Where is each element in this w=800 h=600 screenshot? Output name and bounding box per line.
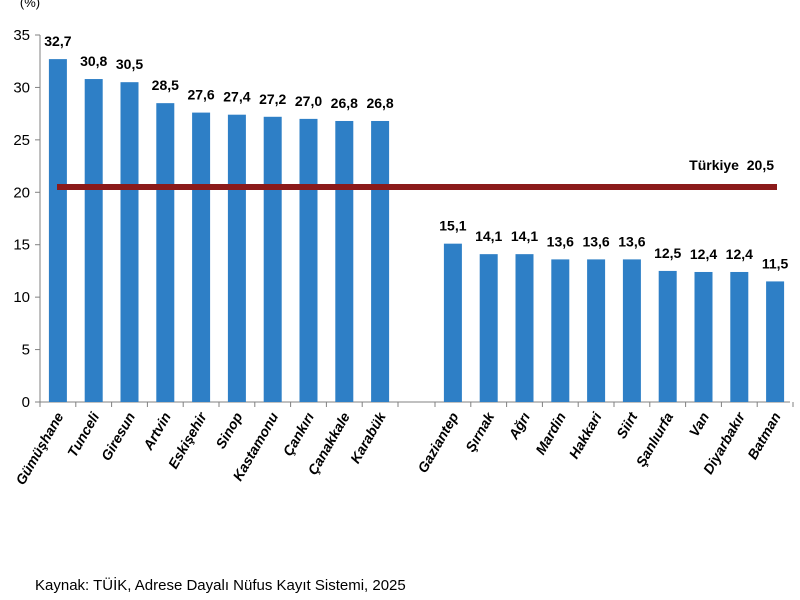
- data-label: 12,5: [654, 245, 681, 261]
- bar: [263, 116, 282, 402]
- bar: [335, 120, 354, 403]
- bar: [156, 103, 175, 403]
- x-tick-label: Ağrı: [505, 409, 533, 442]
- bar: [479, 254, 498, 402]
- reference-line-label: Türkiye 20,5: [689, 157, 774, 173]
- x-tick-label: Hakkari: [566, 409, 606, 462]
- data-labels: 32,7 30,8 30,5 28,5 27,6 27,4 27,2 27,0 26,8 26,8…: [44, 33, 788, 271]
- x-tick-label: Gümüşhane: [12, 409, 66, 487]
- y-tick-label: 10: [13, 289, 30, 306]
- data-label: 32,7: [44, 33, 71, 49]
- bar: [658, 270, 677, 402]
- x-tick-label: Siirt: [613, 408, 641, 441]
- y-axis-ticks: 0 5 10 15 20 25 30 35: [13, 27, 40, 411]
- y-tick-label: 5: [22, 342, 30, 359]
- y-axis-unit-label: (%): [20, 0, 40, 10]
- x-tick-label: Çankırı: [280, 409, 318, 458]
- data-label: 13,6: [547, 233, 574, 249]
- bar: [622, 259, 641, 402]
- bar: [443, 243, 462, 402]
- x-tick-label: Mardin: [532, 410, 569, 458]
- data-label: 15,1: [439, 218, 466, 234]
- data-label: 14,1: [475, 228, 502, 244]
- reference-line-group: Türkiye 20,5: [57, 157, 777, 191]
- x-tick-label: Batman: [744, 410, 784, 462]
- bar: [551, 259, 570, 402]
- data-label: 13,6: [582, 233, 609, 249]
- data-label: 30,8: [80, 53, 107, 69]
- y-tick-label: 0: [22, 394, 30, 411]
- y-tick-label: 20: [13, 184, 30, 201]
- data-label: 27,0: [295, 93, 322, 109]
- x-tick-label: Karabük: [347, 408, 389, 466]
- data-label: 14,1: [511, 228, 538, 244]
- x-tick-label: Giresun: [98, 410, 138, 464]
- bar: [371, 120, 390, 403]
- x-tick-label: Van: [686, 410, 712, 440]
- x-tick-label: Gaziantep: [414, 409, 462, 475]
- data-label: 30,5: [116, 56, 143, 72]
- y-tick-label: 30: [13, 79, 30, 96]
- source-note: Kaynak: TÜİK, Adrese Dayalı Nüfus Kayıt …: [35, 577, 406, 594]
- data-label: 28,5: [152, 77, 179, 93]
- bar: [120, 82, 139, 402]
- y-tick-label: 15: [13, 237, 30, 254]
- y-tick-label: 35: [13, 27, 30, 44]
- data-label: 13,6: [618, 233, 645, 249]
- data-label: 27,6: [187, 87, 214, 103]
- data-label: 12,4: [690, 246, 717, 262]
- data-label: 26,8: [331, 95, 358, 111]
- y-tick-label: 25: [13, 132, 30, 149]
- x-tick-label: Artvin: [139, 410, 174, 454]
- data-label: 12,4: [726, 246, 753, 262]
- bar: [227, 114, 246, 402]
- x-tick-label: Şırnak: [462, 408, 498, 454]
- data-label: 26,8: [366, 95, 393, 111]
- bar: [515, 254, 534, 402]
- data-label: 27,4: [223, 89, 250, 105]
- bar: [192, 112, 211, 402]
- bars: [48, 59, 785, 403]
- x-tick-label: Tunceli: [64, 409, 103, 460]
- bar: [299, 118, 318, 402]
- x-tick-label: Sinop: [212, 409, 246, 451]
- bar: [48, 59, 67, 403]
- bar: [587, 259, 606, 402]
- data-label: 27,2: [259, 91, 286, 107]
- bar: [84, 79, 103, 402]
- bar: [766, 281, 785, 402]
- bar: [694, 271, 713, 402]
- bar: [730, 271, 749, 402]
- data-label: 11,5: [762, 255, 789, 271]
